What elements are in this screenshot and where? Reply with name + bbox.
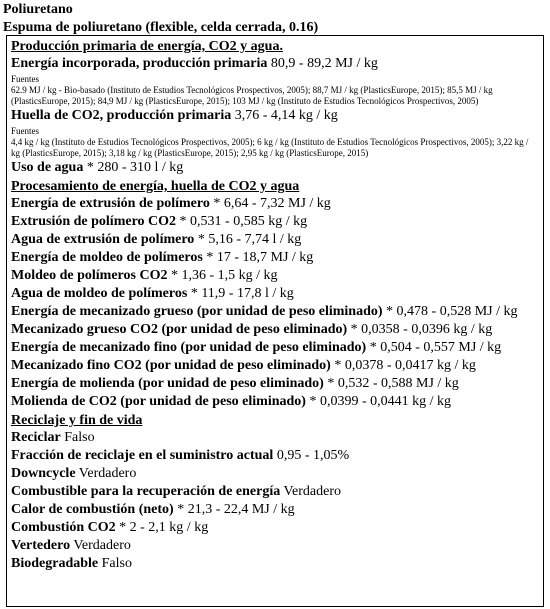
property-row: Combustible para la recuperación de ener…	[11, 483, 539, 501]
embodied-sources-text: 62.9 MJ / kg - Bio-basado (Instituto de …	[11, 85, 493, 106]
row-value: * 1,36 - 1,5 kg / kg	[167, 268, 278, 283]
property-row: Energía de extrusión de polímero * 6,64 …	[11, 195, 539, 213]
property-row: Mecanizado fino CO2 (por unidad de peso …	[11, 357, 539, 375]
row-label: Agua de extrusión de polímero	[11, 232, 195, 247]
row-label: Molienda de CO2 (por unidad de peso elim…	[11, 394, 306, 409]
row-label: Mecanizado grueso CO2 (por unidad de pes…	[11, 322, 348, 337]
row-label: Reciclar	[11, 430, 61, 445]
row-value: Verdadero	[70, 538, 131, 553]
row-value: * 11,9 - 17,8 l / kg	[187, 286, 294, 301]
material-title: Poliuretano	[3, 2, 73, 17]
row-value: Falso	[60, 430, 95, 445]
recycling-rows: Reciclar Falso Fracción de reciclaje en e…	[11, 429, 539, 573]
property-row: Moldeo de polímeros CO2 * 1,36 - 1,5 kg …	[11, 267, 539, 285]
row-label: Uso de agua	[11, 160, 84, 175]
row-value: * 2 - 2,1 kg / kg	[115, 520, 209, 535]
row-value: * 280 - 310 l / kg	[83, 160, 184, 175]
row-label: Huella de CO2, producción primaria	[11, 108, 232, 123]
property-row: Molienda de CO2 (por unidad de peso elim…	[11, 393, 539, 411]
row-label: Energía de mecanizado fino (por unidad d…	[11, 340, 367, 355]
row-value: Falso	[98, 556, 132, 571]
energy-section-title: Producción primaria de energía, CO2 y ag…	[11, 39, 283, 54]
row-value: * 0,0399 - 0,0441 kg / kg	[305, 394, 452, 409]
property-row: Combustión CO2 * 2 - 2,1 kg / kg	[11, 519, 539, 537]
row-value: 3,76 - 4,14 kg / kg	[231, 108, 338, 123]
row-value: * 0,532 - 0,588 MJ / kg	[323, 376, 459, 391]
row-label: Mecanizado fino CO2 (por unidad de peso …	[11, 358, 331, 373]
row-value: * 0,0378 - 0,0417 kg / kg	[330, 358, 476, 373]
co2-sources-text: 4,4 kg / kg (Instituto de Estudios Tecno…	[11, 137, 529, 158]
row-value: * 17 - 18,7 MJ / kg	[202, 250, 314, 265]
row-value: * 21,3 - 22,4 MJ / kg	[173, 502, 295, 517]
row-value: * 0,0358 - 0,0396 kg / kg	[347, 322, 493, 337]
property-row: Calor de combustión (neto) * 21,3 - 22,4…	[11, 501, 539, 519]
property-row: Energía de mecanizado fino (por unidad d…	[11, 339, 539, 357]
row-label: Energía incorporada, producción primaria	[11, 56, 268, 71]
embodied-energy-row: Energía incorporada, producción primaria…	[11, 55, 539, 73]
row-label: Combustión CO2	[11, 520, 116, 535]
row-value: * 0,478 - 0,528 MJ / kg	[382, 304, 518, 319]
row-label: Agua de moldeo de polímeros	[11, 286, 188, 301]
property-row: Mecanizado grueso CO2 (por unidad de pes…	[11, 321, 539, 339]
row-value: * 0,504 - 0,557 MJ / kg	[366, 340, 502, 355]
water-use-row: Uso de agua * 280 - 310 l / kg	[11, 159, 539, 177]
property-row: Reciclar Falso	[11, 429, 539, 447]
row-value: Verdadero	[280, 484, 342, 499]
property-row: Agua de moldeo de polímeros * 11,9 - 17,…	[11, 285, 539, 303]
property-row: Downcycle Verdadero	[11, 465, 539, 483]
row-label: Energía de extrusión de polímero	[11, 196, 210, 211]
row-label: Moldeo de polímeros CO2	[11, 268, 168, 283]
row-value: Verdadero	[75, 466, 137, 481]
row-label: Vertedero	[11, 538, 71, 553]
property-row: Extrusión de polímero CO2 * 0,531 - 0,58…	[11, 213, 539, 231]
property-row: Biodegradable Falso	[11, 555, 539, 573]
processing-rows: Energía de extrusión de polímero * 6,64 …	[11, 195, 539, 411]
row-label: Combustible para la recuperación de ener…	[11, 484, 281, 499]
row-label: Energía de moldeo de polímeros	[11, 250, 203, 265]
co2-footprint-row: Huella de CO2, producción primaria 3,76 …	[11, 107, 539, 125]
property-row: Fracción de reciclaje en el suministro a…	[11, 447, 539, 465]
recycling-section-title: Reciclaje y fin de vida	[11, 413, 143, 428]
row-value: * 5,16 - 7,74 l / kg	[194, 232, 302, 247]
property-row: Vertedero Verdadero	[11, 537, 539, 555]
row-label: Energía de molienda (por unidad de peso …	[11, 376, 324, 391]
row-value: * 0,531 - 0,585 kg / kg	[176, 214, 308, 229]
co2-sources-heading: Fuentes	[11, 126, 39, 136]
row-label: Fracción de reciclaje en el suministro a…	[11, 448, 274, 463]
row-label: Calor de combustión (neto)	[11, 502, 174, 517]
row-label: Energía de mecanizado grueso (por unidad…	[11, 304, 383, 319]
row-value: * 6,64 - 7,32 MJ / kg	[209, 196, 331, 211]
property-row: Agua de extrusión de polímero * 5,16 - 7…	[11, 231, 539, 249]
row-label: Extrusión de polímero CO2	[11, 214, 177, 229]
row-value: 0,95 - 1,05%	[273, 448, 350, 463]
material-variant: Espuma de poliuretano (flexible, celda c…	[3, 20, 319, 35]
property-row: Energía de molienda (por unidad de peso …	[11, 375, 539, 393]
property-row: Energía de mecanizado grueso (por unidad…	[11, 303, 539, 321]
processing-section-title: Procesamiento de energía, huella de CO2 …	[11, 179, 300, 194]
property-row: Energía de moldeo de polímeros * 17 - 18…	[11, 249, 539, 267]
properties-box: Producción primaria de energía, CO2 y ag…	[6, 35, 544, 607]
row-value: 80,9 - 89,2 MJ / kg	[267, 56, 378, 71]
row-label: Downcycle	[11, 466, 76, 481]
row-label: Biodegradable	[11, 556, 99, 571]
embodied-sources-heading: Fuentes	[11, 74, 39, 84]
